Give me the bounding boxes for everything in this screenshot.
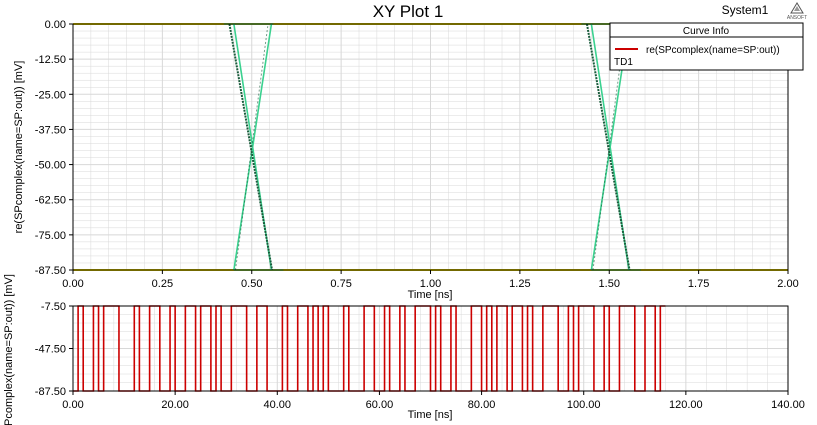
eye-x-tick-label: 0.25 bbox=[152, 278, 173, 290]
waveform-x-tick-label: 0.00 bbox=[62, 399, 83, 411]
waveform-x-tick-label: 120.00 bbox=[669, 399, 703, 411]
legend-entry-re-spcomplex[interactable]: re(SPcomplex(name=SP:out)) bbox=[646, 45, 780, 56]
eye-x-tick-label: 0.50 bbox=[241, 278, 262, 290]
waveform-x-tick-label: 80.00 bbox=[468, 399, 496, 411]
waveform-y-tick-label: -87.50 bbox=[35, 386, 66, 398]
eye-x-tick-label: 2.00 bbox=[777, 278, 798, 290]
legend-header: Curve Info bbox=[683, 26, 730, 37]
eye-x-tick-label: 0.75 bbox=[330, 278, 351, 290]
plot-title: XY Plot 1 bbox=[373, 2, 444, 21]
legend-sub-label: TD1 bbox=[614, 57, 633, 68]
waveform-plot: -7.50 -47.50 -87.50 0.00 20.00 40.00 60.00 80.… bbox=[3, 274, 805, 425]
design-name: System1 bbox=[722, 3, 769, 17]
eye-y-axis-title: re(SPcomplex(name=SP:out)) [mV] bbox=[13, 61, 25, 234]
eye-x-tick-label: 1.25 bbox=[509, 278, 530, 290]
waveform-x-tick-label: 40.00 bbox=[264, 399, 292, 411]
waveform-x-axis-title: Time [ns] bbox=[408, 409, 453, 421]
eye-fast-rise-edge bbox=[234, 23, 269, 271]
waveform-x-tick-labels: 0.00 20.00 40.00 60.00 80.00 100.00 120.00 140.… bbox=[62, 391, 805, 411]
waveform-y-axis-title: Pcomplex(name=SP:out)) [mV] bbox=[3, 274, 15, 425]
eye-fast-fall-edge bbox=[585, 23, 631, 271]
eye-y-tick-label: -12.50 bbox=[35, 54, 66, 66]
waveform-plot-grid bbox=[73, 306, 788, 391]
eye-fast-rise-edge bbox=[592, 23, 627, 271]
eye-x-tick-label: 1.75 bbox=[688, 278, 709, 290]
eye-y-tick-label: -50.00 bbox=[35, 160, 66, 172]
eye-fast-fall-edge bbox=[228, 23, 274, 271]
waveform-x-tick-label: 60.00 bbox=[366, 399, 394, 411]
eye-x-tick-label: 1.00 bbox=[420, 278, 441, 290]
eye-y-tick-labels: 0.00 -12.50 -25.00 -37.50 -50.00 -62.50 -75.00… bbox=[35, 19, 73, 277]
eye-x-tick-label: 1.50 bbox=[599, 278, 620, 290]
eye-y-tick-label: -25.00 bbox=[35, 89, 66, 101]
legend-box bbox=[609, 22, 804, 71]
curve-info-legend[interactable]: Curve Info re(SPcomplex(name=SP:out)) TD… bbox=[609, 22, 804, 71]
waveform-y-tick-labels: -7.50 -47.50 -87.50 bbox=[35, 301, 73, 398]
eye-y-tick-label: -37.50 bbox=[35, 124, 66, 136]
eye-x-tick-labels: 0.00 0.25 0.50 0.75 1.00 1.25 1.50 1.75 2.00 bbox=[62, 270, 799, 290]
eye-y-tick-label: -62.50 bbox=[35, 195, 66, 207]
waveform-y-tick-label: -7.50 bbox=[41, 301, 66, 313]
eye-y-tick-label: -87.50 bbox=[35, 265, 66, 277]
waveform-x-tick-label: 140.00 bbox=[771, 399, 805, 411]
waveform-x-tick-label: 20.00 bbox=[161, 399, 189, 411]
eye-x-axis-title: Time [ns] bbox=[408, 289, 453, 301]
eye-y-tick-label: 0.00 bbox=[45, 19, 66, 31]
logo-text: ANSOFT bbox=[787, 15, 807, 21]
eye-y-tick-label: -75.00 bbox=[35, 230, 66, 242]
waveform-x-tick-label: 100.00 bbox=[567, 399, 601, 411]
ansoft-logo-icon: ANSOFT bbox=[787, 2, 807, 21]
eye-x-tick-label: 0.00 bbox=[62, 278, 83, 290]
waveform-y-tick-label: -47.50 bbox=[35, 344, 66, 356]
